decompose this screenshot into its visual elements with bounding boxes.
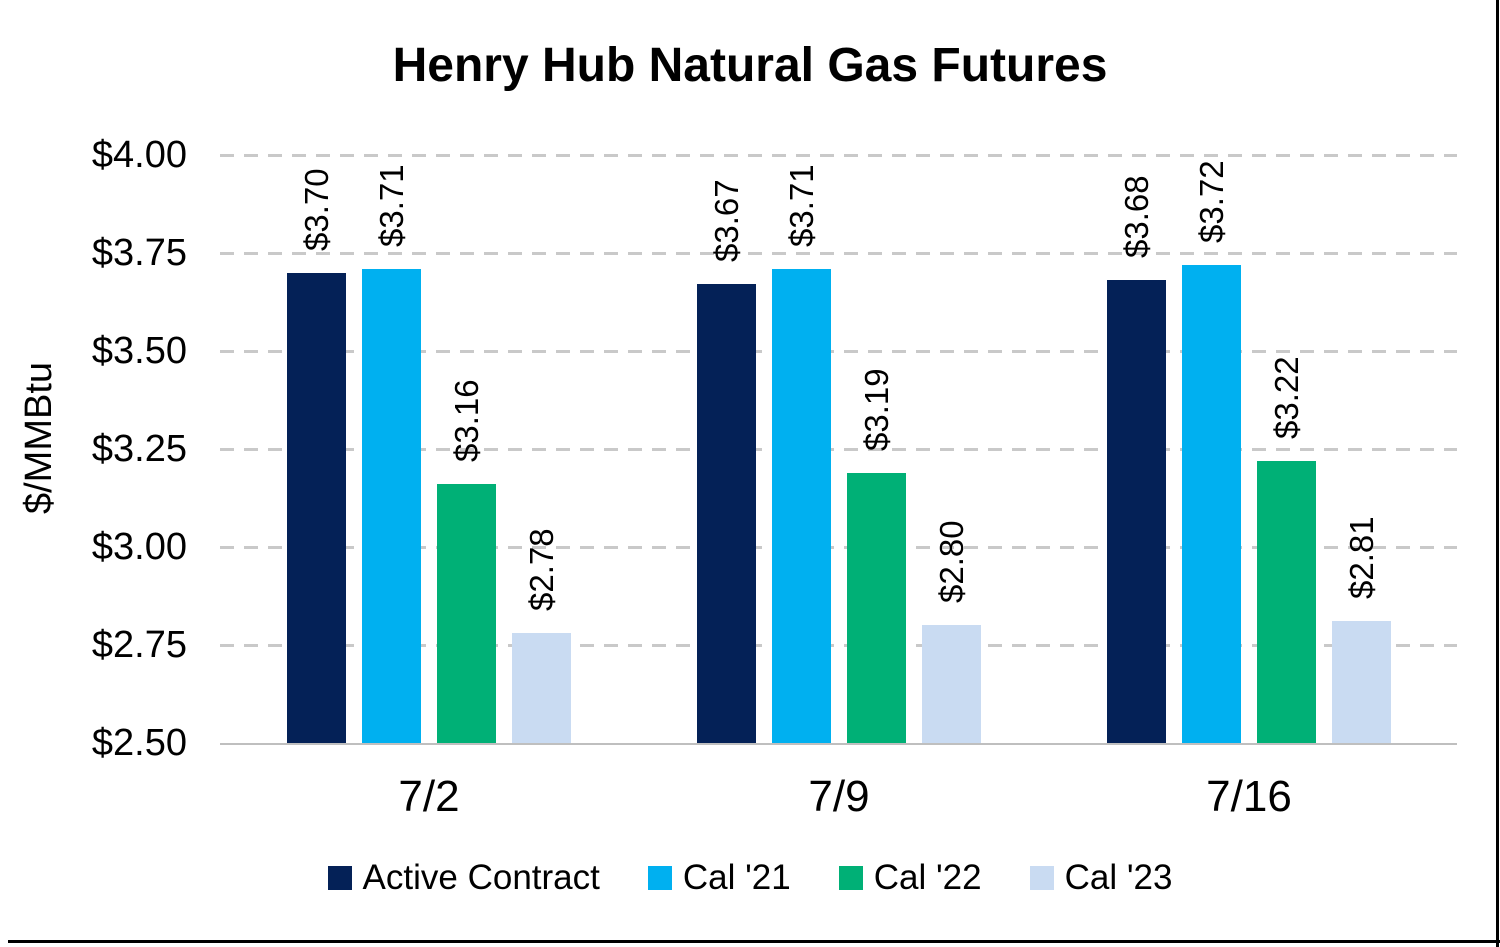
value-label-active-contract-7-9: $3.67 <box>707 179 745 263</box>
bar-cal-22-7-9 <box>847 472 906 743</box>
y-tick-label-3-75: $3.75 <box>91 232 187 274</box>
value-label-cal-23-7-16: $2.81 <box>1342 516 1380 600</box>
y-tick-label-2-75: $2.75 <box>91 624 187 666</box>
x-category-label-7-16: 7/16 <box>1206 772 1292 821</box>
bar-cal-23-7-16 <box>1332 621 1391 743</box>
x-axis-line <box>220 743 1457 745</box>
value-label-cal-22-7-16: $3.22 <box>1267 356 1305 439</box>
bar-cal-21-7-16 <box>1182 264 1241 743</box>
y-tick-label-2-50: $2.50 <box>91 722 187 764</box>
legend-item-active-contract: Active Contract <box>327 858 600 898</box>
legend-label-cal-22: Cal '22 <box>873 858 982 897</box>
bar-cal-21-7-9 <box>772 268 831 743</box>
y-tick-label-3-50: $3.50 <box>91 330 187 372</box>
legend-swatch-active-contract <box>327 866 352 890</box>
bar-cal-23-7-9 <box>922 625 981 743</box>
bar-cal-23-7-2 <box>512 633 571 743</box>
h-gridline-3-00 <box>220 545 1457 549</box>
value-label-cal-21-7-9: $3.71 <box>782 164 820 247</box>
h-gridline-3-50 <box>220 349 1457 353</box>
bar-cal-22-7-16 <box>1257 460 1316 743</box>
right-border-line <box>1496 0 1499 947</box>
legend-item-cal-23: Cal '23 <box>1029 858 1173 898</box>
bar-active-contract-7-9 <box>697 284 756 743</box>
value-label-cal-23-7-9: $2.80 <box>932 520 970 604</box>
value-label-cal-21-7-2: $3.71 <box>372 164 410 247</box>
value-label-cal-22-7-9: $3.19 <box>857 367 895 451</box>
h-gridline-3-75 <box>220 251 1457 255</box>
h-gridline-3-25 <box>220 447 1457 451</box>
bottom-border-line <box>8 940 1500 943</box>
legend-item-cal-22: Cal '22 <box>838 858 982 898</box>
bar-active-contract-7-16 <box>1107 280 1166 743</box>
value-label-active-contract-7-2: $3.70 <box>297 168 335 251</box>
h-gridline-4-00 <box>220 153 1457 157</box>
legend-label-cal-21: Cal '21 <box>682 858 791 897</box>
bar-cal-22-7-2 <box>437 484 496 743</box>
bar-active-contract-7-2 <box>287 272 346 743</box>
value-label-cal-21-7-16: $3.72 <box>1192 160 1230 243</box>
h-gridline-2-75 <box>220 643 1457 647</box>
legend-swatch-cal-21 <box>647 866 672 890</box>
value-label-active-contract-7-16: $3.68 <box>1117 175 1155 259</box>
legend: Active Contract Cal '21 Cal '22 Cal '23 <box>0 858 1500 898</box>
legend-item-cal-21: Cal '21 <box>647 858 791 898</box>
legend-swatch-cal-22 <box>838 866 863 890</box>
x-category-label-7-9: 7/9 <box>808 772 870 821</box>
legend-swatch-cal-23 <box>1029 866 1054 890</box>
y-tick-label-4-00: $4.00 <box>91 134 187 176</box>
bar-cal-21-7-2 <box>362 268 421 743</box>
x-category-label-7-2: 7/2 <box>398 772 460 821</box>
legend-label-cal-23: Cal '23 <box>1064 858 1173 897</box>
legend-label-active-contract: Active Contract <box>362 858 600 897</box>
chart-title: Henry Hub Natural Gas Futures <box>392 39 1108 92</box>
value-label-cal-23-7-2: $2.78 <box>522 528 560 612</box>
y-tick-label-3-25: $3.25 <box>91 428 187 470</box>
y-tick-label-3-00: $3.00 <box>91 526 187 568</box>
value-label-cal-22-7-2: $3.16 <box>447 379 485 463</box>
